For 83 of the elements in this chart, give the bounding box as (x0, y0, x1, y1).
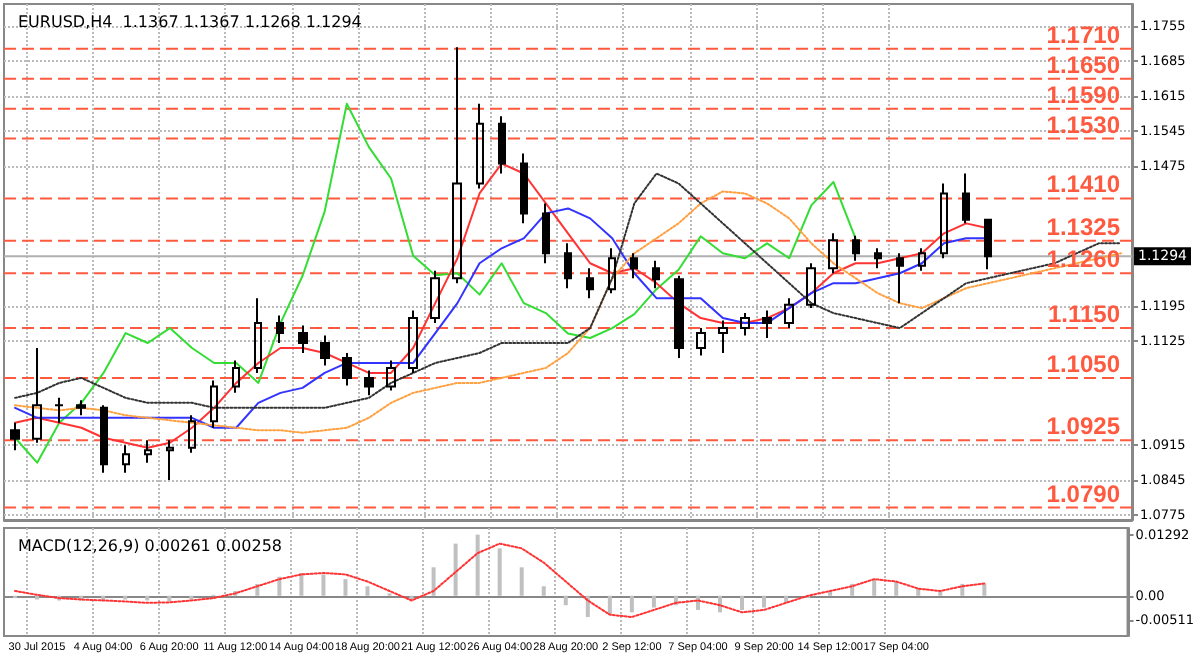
candlestick (542, 202, 550, 265)
candlestick (342, 351, 352, 387)
candlestick (188, 414, 196, 454)
candlestick (166, 439, 174, 482)
candlestick (630, 252, 638, 280)
bar (299, 573, 304, 596)
text: EURUSD,H4 1.1367 1.1367 1.1268 1.1294 (18, 13, 362, 31)
candlestick (852, 234, 860, 262)
bar (343, 579, 348, 596)
candlestick (806, 262, 816, 310)
ref-line-label: 1.1050 (1046, 349, 1121, 378)
candlestick (254, 297, 262, 374)
text: MACD(12,26,9) 0.00261 0.00258 (18, 537, 283, 555)
candlestick (940, 182, 948, 260)
candlestick (430, 269, 440, 325)
ref-line-label: 1.1325 (1046, 212, 1121, 241)
bar (894, 581, 899, 596)
candlestick (608, 247, 616, 295)
candlestick (476, 102, 484, 190)
candlestick (320, 334, 330, 367)
ref-line-label: 1.0925 (1046, 412, 1121, 441)
candlestick (962, 172, 970, 225)
candlestick (210, 379, 218, 429)
candlestick (122, 444, 130, 474)
ref-line-label: 1.1150 (1047, 300, 1121, 329)
bar (740, 595, 745, 610)
candlestick (762, 309, 772, 340)
ref-line-label: 1.1590 (1046, 80, 1121, 109)
candlestick (232, 359, 240, 394)
bar (651, 595, 656, 608)
bar (277, 576, 282, 596)
candlestick (874, 247, 882, 270)
line-series (14, 102, 857, 464)
candlestick (674, 274, 684, 359)
candlestick (32, 347, 42, 444)
bar (872, 579, 877, 596)
candlestick (740, 312, 750, 337)
candlestick (828, 232, 838, 275)
bar (629, 595, 634, 613)
candlestick (298, 324, 308, 354)
ref-line-label: 1.0790 (1046, 479, 1121, 508)
candlestick (386, 359, 396, 392)
bar (519, 567, 524, 596)
candlestick (452, 46, 462, 285)
bar (762, 595, 767, 608)
candlestick (54, 396, 64, 424)
candlestick (364, 369, 374, 397)
bar (563, 595, 568, 606)
bar (541, 586, 546, 596)
line-series (14, 172, 1122, 409)
candlestick (984, 218, 992, 271)
candlestick (696, 327, 706, 357)
bar (431, 567, 436, 596)
bar (453, 543, 458, 596)
bar (497, 548, 502, 596)
candlestick (784, 297, 794, 330)
candlestick (408, 309, 418, 374)
line-series (14, 207, 990, 429)
ref-line-label: 1.1710 (1046, 20, 1121, 49)
candlestick (896, 252, 904, 305)
candlestick (276, 314, 284, 345)
ref-line-label: 1.1530 (1046, 110, 1121, 139)
candlestick (498, 115, 506, 175)
candlestick (76, 399, 86, 417)
candlestick (652, 259, 660, 290)
ref-line-label: 1.1410 (1046, 170, 1121, 199)
line-series (14, 190, 1122, 434)
candlestick (586, 267, 594, 300)
candlestick (718, 319, 728, 354)
bar (365, 586, 370, 596)
bar (475, 534, 480, 596)
ref-line-label: 1.1650 (1046, 50, 1121, 79)
candlestick (10, 421, 20, 452)
bar (607, 595, 612, 615)
candlestick (520, 152, 528, 225)
bar (982, 583, 987, 596)
candlestick (918, 247, 926, 272)
candlestick (144, 439, 152, 464)
bar (321, 574, 326, 596)
candlestick (100, 404, 108, 474)
line-series (14, 162, 990, 449)
candlestick (564, 242, 572, 290)
line-series (14, 542, 986, 619)
